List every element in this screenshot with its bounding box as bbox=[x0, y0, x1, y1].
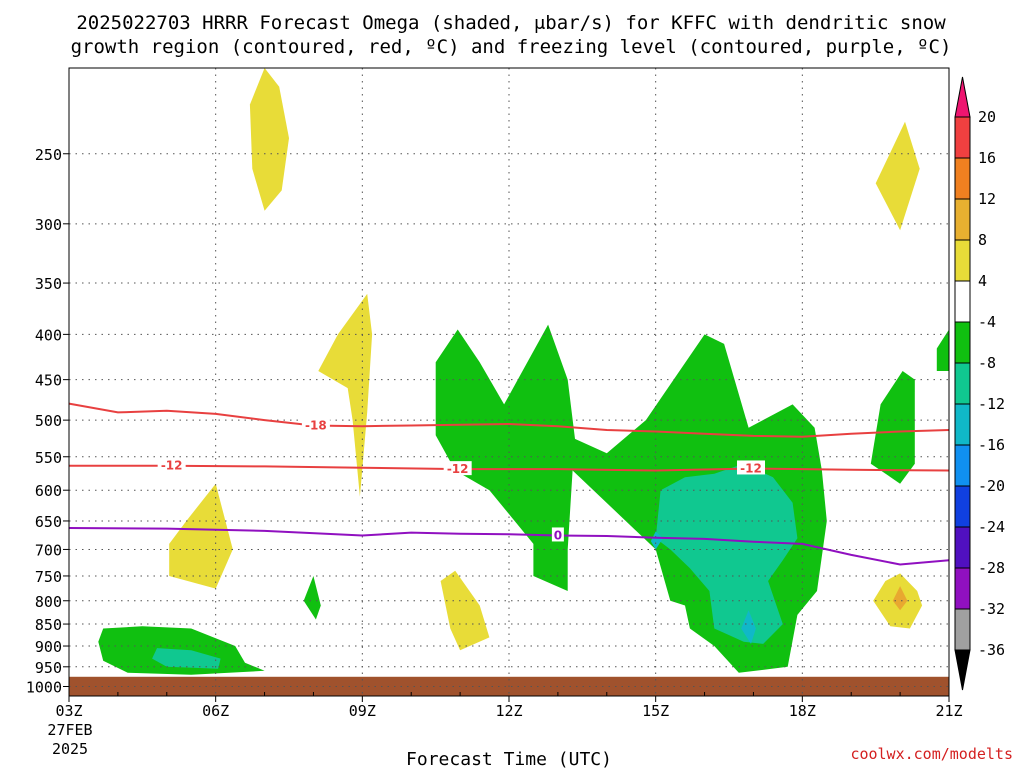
omega-region-0 bbox=[249, 68, 289, 211]
colorbar-label-9: -20 bbox=[978, 477, 1005, 495]
credit-text: coolwx.com/modelts bbox=[850, 745, 1013, 763]
contour-line-1 bbox=[69, 464, 950, 472]
colorbar-segment-12 bbox=[954, 608, 971, 651]
y-tick-label-300: 300 bbox=[35, 216, 62, 234]
omega-region-13 bbox=[152, 648, 221, 669]
y-tick-label-850: 850 bbox=[35, 616, 62, 634]
contour-label-bg-3 bbox=[737, 460, 765, 475]
colorbar-segment-8 bbox=[954, 444, 971, 487]
contour-label-bg-2 bbox=[443, 461, 472, 476]
colorbar-top-arrow bbox=[954, 76, 971, 118]
contour-line-2 bbox=[68, 527, 950, 566]
omega-region-3 bbox=[169, 483, 233, 589]
colorbar-segment-3 bbox=[954, 239, 971, 282]
contour-label-4: 0 bbox=[554, 528, 562, 542]
omega-region-14 bbox=[650, 531, 663, 550]
x-tick-label-12Z: 12Z bbox=[495, 702, 522, 720]
y-tick-label-650: 650 bbox=[35, 513, 62, 531]
x-tick-label-21Z: 21Z bbox=[935, 702, 962, 720]
chart-title-line2: growth region (contoured, red, ºC) and f… bbox=[71, 36, 952, 58]
y-tick-label-550: 550 bbox=[35, 449, 62, 467]
x-axis-label: Forecast Time (UTC) bbox=[406, 749, 612, 768]
colorbar-segment-10 bbox=[954, 526, 971, 569]
contour-label-2: -12 bbox=[447, 462, 469, 476]
date-label-year: 2025 bbox=[52, 740, 88, 758]
colorbar-label-8: -16 bbox=[978, 436, 1005, 454]
omega-shading-layer bbox=[98, 68, 949, 675]
y-tick-label-350: 350 bbox=[35, 275, 62, 293]
colorbar-label-2: 12 bbox=[978, 190, 996, 208]
y-tick-label-400: 400 bbox=[35, 326, 62, 344]
chart-title-line1: 2025022703 HRRR Forecast Omega (shaded, … bbox=[76, 12, 946, 34]
omega-region-2 bbox=[318, 293, 373, 497]
omega-region-7 bbox=[303, 576, 321, 620]
colorbar-label-1: 16 bbox=[978, 149, 996, 167]
colorbar: 20 16 12 8 4 -4 -8 -12 -16 -20 -24 -28 -32 -36 bbox=[954, 76, 1005, 691]
y-tick-label-1000: 1000 bbox=[26, 679, 62, 697]
omega-region-12 bbox=[655, 463, 798, 644]
colorbar-label-4: 4 bbox=[978, 272, 987, 290]
colorbar-label-3: 8 bbox=[978, 231, 987, 249]
x-tick-label-18Z: 18Z bbox=[789, 702, 816, 720]
omega-region-6 bbox=[892, 586, 908, 611]
contour-label-layer: -18 -12 -12 -12 0 bbox=[157, 417, 765, 542]
colorbar-segment-0 bbox=[954, 116, 971, 159]
y-tick-label-500: 500 bbox=[35, 412, 62, 430]
colorbar-segment-7 bbox=[954, 403, 971, 446]
colorbar-label-11: -28 bbox=[978, 559, 1005, 577]
colorbar-segment-5 bbox=[954, 321, 971, 364]
colorbar-label-6: -8 bbox=[978, 354, 996, 372]
colorbar-segment-2 bbox=[954, 198, 971, 241]
contour-label-bg-0 bbox=[301, 417, 330, 432]
x-tick-label-15Z: 15Z bbox=[642, 702, 669, 720]
y-tick-label-700: 700 bbox=[35, 541, 62, 559]
x-tick-label-06Z: 06Z bbox=[202, 702, 229, 720]
contour-label-bg-1 bbox=[157, 457, 186, 472]
omega-region-4 bbox=[440, 570, 490, 651]
colorbar-bottom-arrow bbox=[954, 649, 971, 691]
omega-region-9 bbox=[870, 371, 915, 484]
colorbar-segment-6 bbox=[954, 362, 971, 405]
contour-label-bg-4 bbox=[551, 527, 564, 542]
y-tick-label-950: 950 bbox=[35, 659, 62, 677]
colorbar-label-5: -4 bbox=[978, 313, 996, 331]
omega-region-1 bbox=[875, 121, 920, 231]
contour-label-1: -12 bbox=[161, 459, 183, 473]
colorbar-segment-9 bbox=[954, 485, 971, 528]
y-tick-label-250: 250 bbox=[35, 146, 62, 164]
colorbar-segment-1 bbox=[954, 157, 971, 200]
colorbar-label-0: 20 bbox=[978, 108, 996, 126]
colorbar-segment-11 bbox=[954, 567, 971, 610]
colorbar-label-7: -12 bbox=[978, 395, 1005, 413]
y-tick-label-750: 750 bbox=[35, 568, 62, 586]
date-label-day: 27FEB bbox=[47, 721, 92, 739]
x-tick-label-03Z: 03Z bbox=[55, 702, 82, 720]
omega-region-15 bbox=[741, 610, 756, 644]
colorbar-label-13: -36 bbox=[978, 641, 1005, 659]
colorbar-segment-4 bbox=[954, 280, 971, 323]
y-tick-label-450: 450 bbox=[35, 372, 62, 390]
omega-region-10 bbox=[936, 329, 949, 371]
colorbar-label-12: -32 bbox=[978, 600, 1005, 618]
colorbar-label-10: -24 bbox=[978, 518, 1005, 536]
y-tick-label-800: 800 bbox=[35, 593, 62, 611]
y-axis: 250 300 350 400 450 500 550 600 650 700 750 800 850 9… bbox=[26, 146, 69, 697]
contour-label-3: -12 bbox=[740, 461, 762, 475]
contour-layer bbox=[68, 402, 950, 566]
x-axis: 03Z 06Z 09Z 12Z 15Z 18Z 21Z bbox=[55, 696, 963, 720]
grid-layer bbox=[69, 68, 949, 696]
y-tick-label-600: 600 bbox=[35, 482, 62, 500]
x-tick-label-09Z: 09Z bbox=[349, 702, 376, 720]
contour-label-0: -18 bbox=[305, 418, 327, 432]
contour-line-0 bbox=[68, 402, 950, 438]
y-tick-label-900: 900 bbox=[35, 638, 62, 656]
